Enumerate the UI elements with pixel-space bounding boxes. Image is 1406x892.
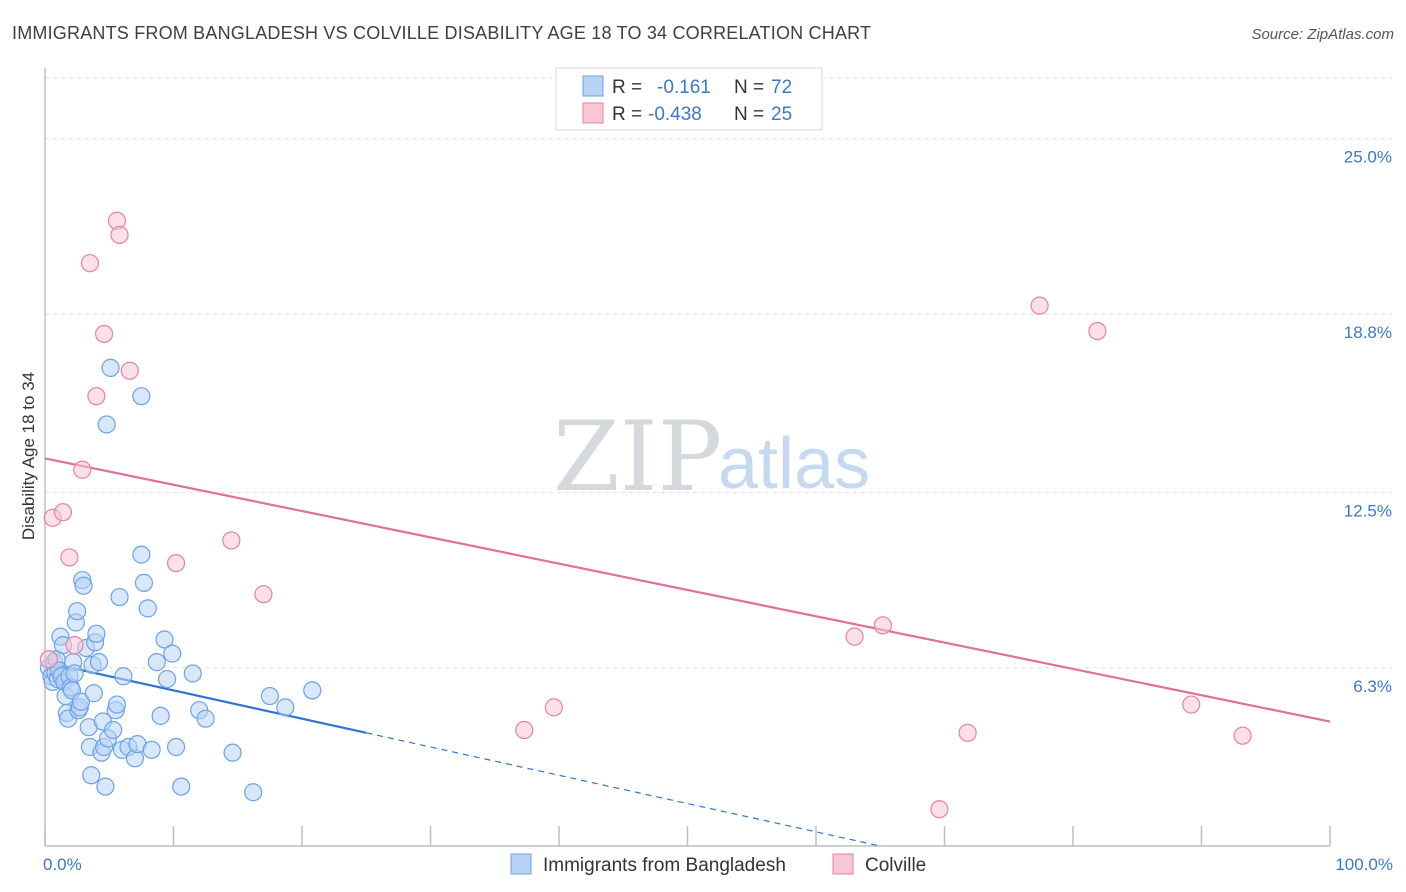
colville-point xyxy=(110,225,129,245)
colville-point xyxy=(1030,296,1049,315)
bangladesh-point xyxy=(223,743,242,762)
colville-point xyxy=(873,616,892,635)
bangladesh-point xyxy=(74,576,93,595)
colville-point xyxy=(222,531,241,550)
bangladesh-point xyxy=(84,684,103,703)
colville-point xyxy=(95,324,114,344)
legend-r-label-1: R = xyxy=(612,77,642,98)
data-points xyxy=(39,211,1252,819)
y-tick-label: 25.0% xyxy=(1344,148,1392,167)
bangladesh-point xyxy=(114,667,133,686)
bangladesh-point xyxy=(101,358,120,377)
bangladesh-point xyxy=(303,681,322,700)
colville-point xyxy=(515,720,534,740)
gridlines xyxy=(45,77,1392,669)
legend-n-label-2: N = xyxy=(734,104,764,125)
legend-n-value-1: 72 xyxy=(771,77,792,98)
colville-point xyxy=(544,698,563,717)
y-axis-label: Disability Age 18 to 34 xyxy=(19,372,38,540)
bangladesh-point xyxy=(107,695,127,714)
bangladesh-point xyxy=(104,720,123,740)
legend-r-value-1: -0.161 xyxy=(657,77,711,98)
chart-source: Source: ZipAtlas.com xyxy=(1251,26,1394,43)
colville-point xyxy=(166,553,186,573)
bangladesh-point xyxy=(110,587,129,607)
colville-point xyxy=(1182,695,1201,714)
bangladesh-point xyxy=(96,777,115,796)
watermark-atlas: atlas xyxy=(718,424,870,504)
legend-n-value-2: 25 xyxy=(771,104,792,125)
bangladesh-point xyxy=(132,545,151,564)
series-legend-label-colville: Colville xyxy=(865,855,926,876)
y-tick-label: 12.5% xyxy=(1344,501,1392,520)
series-legend-swatch-colville xyxy=(832,853,854,875)
colville-point xyxy=(845,627,864,646)
bangladesh-point xyxy=(151,706,170,725)
legend-swatch-colville xyxy=(582,102,604,124)
colville-point xyxy=(958,723,977,742)
bangladesh-point xyxy=(157,669,177,689)
colville-point xyxy=(254,585,273,604)
bangladesh-point xyxy=(134,573,154,592)
x-tick-labels: 0.0% 100.0% xyxy=(43,855,1393,874)
bangladesh-point xyxy=(132,387,151,406)
axes xyxy=(44,68,1331,847)
watermark: ZIP atlas xyxy=(553,401,870,513)
bangladesh-point xyxy=(244,783,263,802)
bangladesh-point xyxy=(276,698,295,717)
bangladesh-trend-extension xyxy=(366,732,881,847)
bangladesh-point xyxy=(142,740,161,759)
watermark-zip: ZIP xyxy=(553,401,722,513)
bangladesh-point xyxy=(68,602,87,621)
legend-r-value-2: -0.438 xyxy=(648,104,702,125)
colville-point xyxy=(1233,726,1252,745)
bangladesh-point xyxy=(163,644,182,663)
bangladesh-point xyxy=(89,653,109,672)
colville-trend-line xyxy=(44,457,1331,723)
y-tick-labels: 6.3% 12.5% 18.8% 25.0% xyxy=(1344,148,1392,696)
colville-point xyxy=(53,503,73,522)
y-tick-label: 6.3% xyxy=(1353,677,1392,696)
series-legend: Immigrants from Bangladesh Colville xyxy=(510,853,926,876)
colville-point xyxy=(60,548,79,567)
legend-r-label-2: R = xyxy=(612,104,642,125)
colville-point xyxy=(65,636,84,655)
colville-point xyxy=(39,650,58,669)
colville-point xyxy=(120,361,139,380)
bangladesh-point xyxy=(183,664,202,683)
bangladesh-point xyxy=(260,686,279,706)
bangladesh-trend-line xyxy=(44,661,367,734)
colville-point xyxy=(87,387,106,406)
bangladesh-point xyxy=(97,415,116,434)
bangladesh-point xyxy=(87,624,106,643)
series-legend-label-bangladesh: Immigrants from Bangladesh xyxy=(543,855,786,876)
bangladesh-point xyxy=(71,692,91,711)
series-legend-swatch-bangladesh xyxy=(510,853,532,875)
chart-title: IMMIGRANTS FROM BANGLADESH VS COLVILLE D… xyxy=(12,23,871,43)
x-tick-label: 100.0% xyxy=(1335,855,1393,874)
bangladesh-point xyxy=(172,777,191,796)
bangladesh-point xyxy=(196,709,215,728)
bangladesh-point xyxy=(155,630,174,649)
colville-point xyxy=(1088,322,1107,341)
bangladesh-point xyxy=(138,599,157,618)
x-tick-label: 0.0% xyxy=(43,855,82,874)
bangladesh-point xyxy=(147,653,166,672)
stats-legend: R = -0.161 N = 72 R = -0.438 N = 25 xyxy=(555,67,823,131)
bangladesh-point xyxy=(82,766,101,785)
trend-lines xyxy=(44,457,1331,847)
legend-n-label-1: N = xyxy=(734,77,764,98)
bangladesh-point xyxy=(166,737,186,757)
y-tick-label: 18.8% xyxy=(1344,323,1392,342)
bangladesh-point xyxy=(65,664,84,683)
colville-point xyxy=(73,460,92,479)
colville-point xyxy=(930,800,949,819)
colville-point xyxy=(80,254,100,273)
legend-swatch-bangladesh xyxy=(582,75,604,97)
